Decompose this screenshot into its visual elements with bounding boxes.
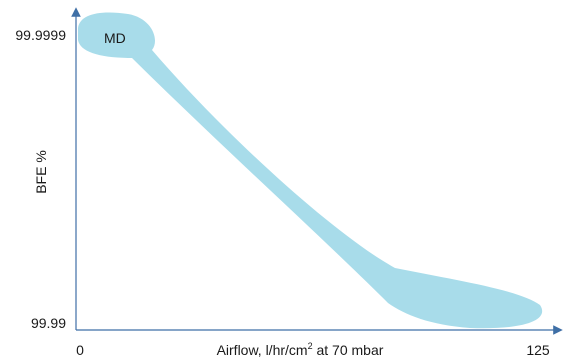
x-axis-title-sup: 2 [308, 341, 313, 351]
y-axis-title: BFE % [33, 150, 49, 194]
md-band [78, 12, 543, 329]
x-axis-title-suffix: at 70 mbar [313, 342, 384, 358]
x-axis-title: Airflow, l/hr/cm2 at 70 mbar [217, 341, 384, 358]
x-axis-title-main: Airflow, l/hr/cm [217, 342, 308, 358]
y-tick-label-top: 99.9999 [15, 27, 66, 43]
x-tick-label-end: 125 [526, 342, 550, 358]
y-tick-label-bottom: 99.99 [31, 315, 66, 331]
x-tick-label-start: 0 [76, 342, 84, 358]
region-label-md: MD [104, 30, 126, 46]
